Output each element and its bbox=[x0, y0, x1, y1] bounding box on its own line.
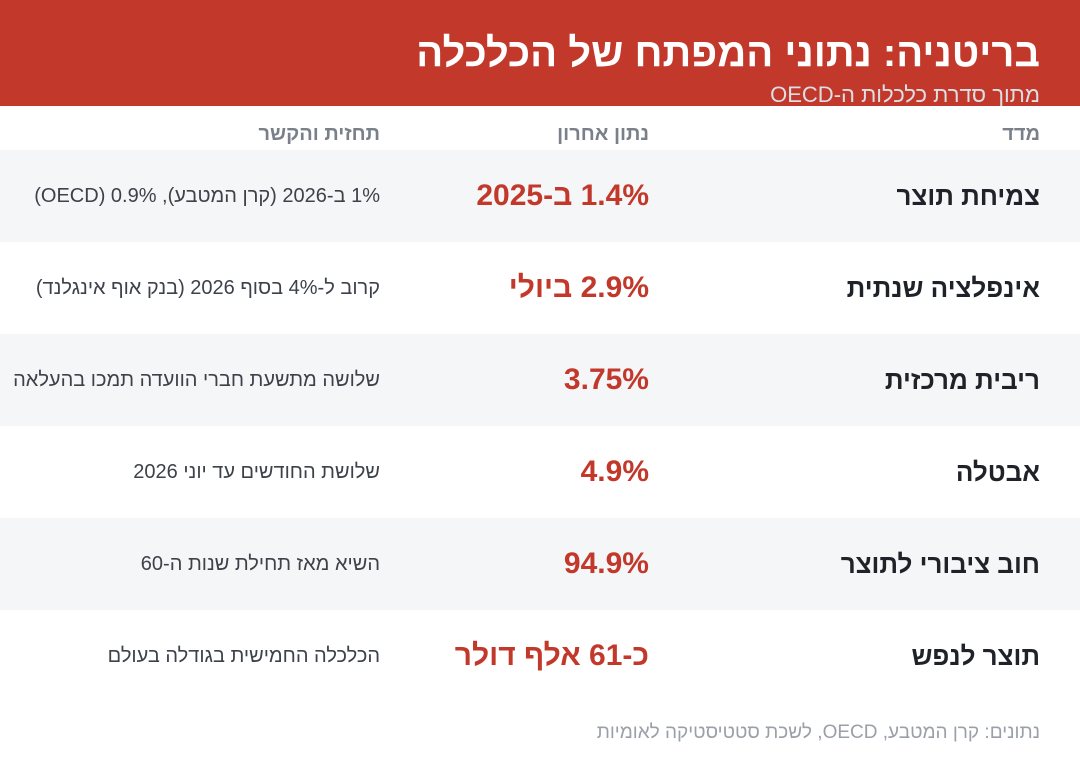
metric-cell: ריבית מרכזית bbox=[884, 364, 1040, 395]
context-cell: שלושה מתשעת חברי הוועדה תמכו בהעלאה bbox=[13, 368, 380, 391]
table-body: צמיחת תוצר 1.4% ב-2025 1% ב-2026 (קרן המ… bbox=[0, 150, 1080, 702]
column-header-value: נתון אחרון bbox=[557, 123, 649, 145]
table-row: אינפלציה שנתית 2.9% ביולי קרוב ל-4% בסוף… bbox=[0, 242, 1080, 334]
context-cell: 1% ב-2026 (קרן המטבע), 0.9% (OECD) bbox=[34, 184, 380, 207]
table-row: חוב ציבורי לתוצר 94.9% השיא מאז תחילת שנ… bbox=[0, 518, 1080, 610]
value-cell: 2.9% ביולי bbox=[508, 271, 649, 304]
metric-cell: אינפלציה שנתית bbox=[846, 272, 1040, 303]
value-cell: כ-61 אלף דולר bbox=[454, 639, 649, 672]
table-header: מדד נתון אחרון תחזית והקשר bbox=[0, 106, 1080, 150]
context-cell: קרוב ל-4% בסוף 2026 (בנק אוף אינגלנד) bbox=[35, 276, 380, 299]
value-cell: 4.9% bbox=[580, 455, 649, 488]
metric-cell: תוצר לנפש bbox=[911, 640, 1040, 671]
metric-cell: חוב ציבורי לתוצר bbox=[840, 548, 1040, 579]
value-cell: 1.4% ב-2025 bbox=[476, 179, 649, 212]
table-row: תוצר לנפש כ-61 אלף דולר הכלכלה החמישית ב… bbox=[0, 610, 1080, 702]
page-title: בריטניה: נתוני המפתח של הכלכלה bbox=[416, 31, 1040, 75]
header-banner: בריטניה: נתוני המפתח של הכלכלה מתוך סדרת… bbox=[0, 0, 1080, 107]
context-cell: הכלכלה החמישית בגודלה בעולם bbox=[107, 644, 380, 667]
column-header-context: תחזית והקשר bbox=[258, 123, 380, 145]
context-cell: שלושת החודשים עד יוני 2026 bbox=[133, 460, 380, 483]
column-header-metric: מדד bbox=[1002, 123, 1040, 145]
context-cell: השיא מאז תחילת שנות ה-60 bbox=[140, 552, 380, 575]
metric-cell: צמיחת תוצר bbox=[896, 180, 1040, 211]
table-row: אבטלה 4.9% שלושת החודשים עד יוני 2026 bbox=[0, 426, 1080, 518]
value-cell: 94.9% bbox=[563, 547, 649, 580]
table-row: צמיחת תוצר 1.4% ב-2025 1% ב-2026 (קרן המ… bbox=[0, 150, 1080, 242]
value-cell: 3.75% bbox=[563, 363, 649, 396]
page-subtitle: מתוך סדרת כלכלות ה-OECD bbox=[770, 82, 1040, 107]
table-row: ריבית מרכזית 3.75% שלושה מתשעת חברי הווע… bbox=[0, 334, 1080, 426]
source-note: נתונים: קרן המטבע, OECD, לשכת סטטיסטיקה … bbox=[596, 722, 1040, 743]
metric-cell: אבטלה bbox=[955, 456, 1040, 487]
